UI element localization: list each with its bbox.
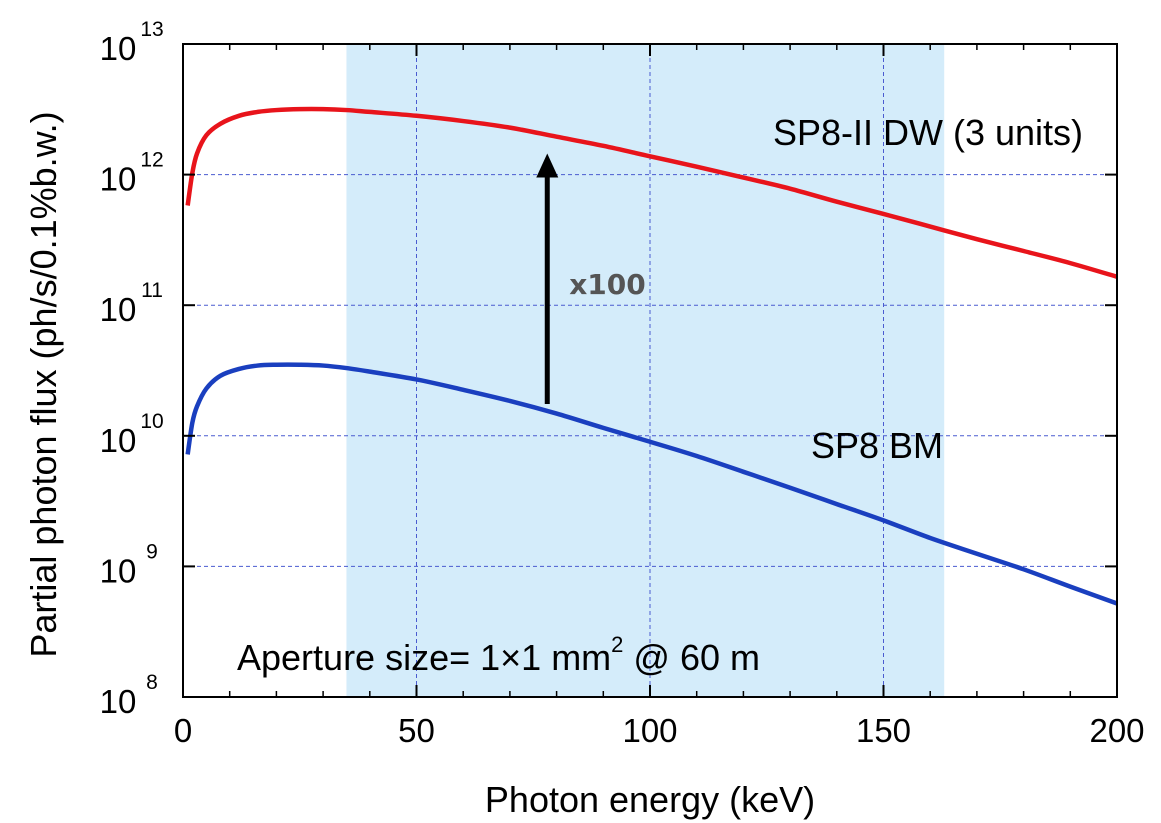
arrow-label: x100 [569, 268, 646, 301]
x-tick-label: 100 [622, 712, 677, 749]
y-tick-exponent: 9 [146, 540, 158, 563]
y-tick-exponent: 11 [141, 279, 163, 302]
y-tick-exponent: 13 [140, 18, 163, 41]
y-tick-label: 10 [100, 422, 137, 459]
y-tick-exponent: 12 [140, 149, 163, 172]
y-tick-label: 10 [100, 683, 137, 720]
y-axis-title: Partial photon flux (ph/s/0.1%b.w.) [23, 111, 64, 657]
series-line-sp8-bm [185, 362, 1118, 606]
aperture-text-main: Aperture size= 1×1 mm [237, 637, 611, 678]
series-label-sp8-bm: SP8 BM [811, 425, 943, 466]
arrow-head [536, 153, 559, 178]
series-label-sp8-ii-dw: SP8-II DW (3 units) [773, 112, 1083, 153]
x-tick-label: 50 [398, 712, 435, 749]
x-tick-label: 0 [174, 712, 192, 749]
y-tick-exponent: 8 [146, 671, 158, 694]
y-tick-label: 10 [100, 30, 137, 67]
y-tick-label: 10 [100, 552, 137, 589]
x-tick-label: 150 [856, 712, 911, 749]
x-tick-label: 200 [1089, 712, 1144, 749]
y-tick-label: 10 [100, 161, 137, 198]
x-axis-title: Photon energy (keV) [485, 779, 815, 820]
aperture-text-superscript: 2 [611, 632, 623, 657]
aperture-annotation: Aperture size= 1×1 mm2 @ 60 m [237, 632, 760, 678]
aperture-text-tail: @ 60 m [623, 637, 760, 678]
y-tick-label: 10 [100, 291, 137, 328]
y-tick-exponent: 10 [140, 410, 163, 433]
series-line-sp8-ii-dw [185, 106, 1118, 279]
highlight-band [346, 44, 945, 697]
